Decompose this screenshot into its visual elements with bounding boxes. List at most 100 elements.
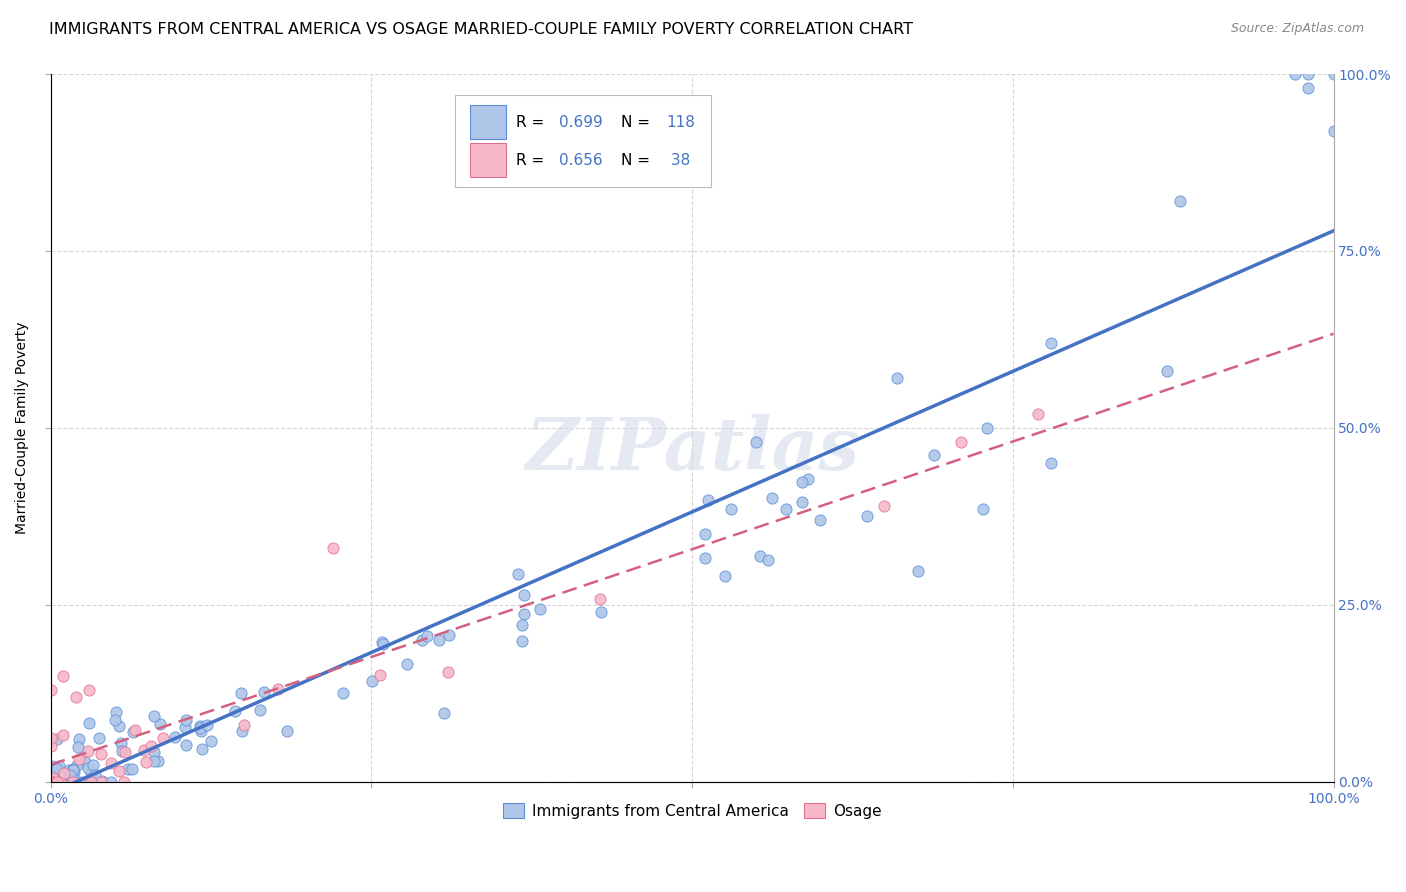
Point [114,745,136,759]
Point [510,618,533,632]
Point [176,738,198,752]
Point [46,762,69,776]
Point [190,723,212,738]
Point [152,731,174,746]
Point [122,724,145,739]
Point [65,690,87,704]
Point [39,767,62,781]
Point [77,744,100,758]
Point [371,637,394,651]
Point [907,565,929,579]
Point [104,705,127,719]
Point [231,723,253,738]
Point [77,774,100,789]
Point [58,768,80,782]
Point [253,685,276,699]
Point [42,763,65,777]
Point [142,754,165,768]
Point [90,774,112,789]
Point [62,764,84,778]
Point [855,509,877,524]
Point [1296,67,1319,81]
Point [67,739,90,754]
Point [1322,67,1344,81]
Point [41,774,63,789]
Point [114,774,136,789]
Point [922,448,945,462]
Point [512,607,534,622]
Text: 38: 38 [666,153,690,168]
Point [69,774,91,789]
Point [1156,364,1178,378]
Point [49,774,72,789]
Text: 0.656: 0.656 [558,153,602,168]
Point [693,526,716,541]
Point [104,713,127,727]
Point [100,774,122,789]
Point [41,774,63,789]
Point [39,774,62,789]
Point [52,668,75,682]
Point [66,758,89,772]
Point [48,774,70,789]
Point [39,731,62,746]
Point [322,541,344,556]
Text: IMMIGRANTS FROM CENTRAL AMERICA VS OSAGE MARRIED-COUPLE FAMILY POVERTY CORRELATI: IMMIGRANTS FROM CENTRAL AMERICA VS OSAGE… [49,22,914,37]
Point [174,720,197,734]
Point [191,741,214,756]
Point [972,502,994,516]
Point [437,665,460,679]
Text: Source: ZipAtlas.com: Source: ZipAtlas.com [1230,22,1364,36]
Point [39,774,62,789]
Point [693,551,716,566]
Point [249,703,271,717]
Point [745,435,768,450]
Point [188,722,211,736]
Point [589,592,612,607]
Point [976,421,998,435]
Point [91,773,114,788]
Point [121,762,143,776]
Point [52,728,75,742]
Point [146,754,169,768]
Point [79,716,101,731]
Point [1028,407,1050,421]
Point [433,706,456,720]
Point [46,732,69,747]
Point [232,718,254,732]
Point [135,755,157,769]
Point [510,633,533,648]
Point [111,744,134,758]
Y-axis label: Married-Couple Family Poverty: Married-Couple Family Poverty [15,322,30,534]
Point [361,673,384,688]
Point [132,742,155,756]
Text: N =: N = [621,115,655,129]
Point [149,717,172,731]
Point [53,774,76,789]
FancyBboxPatch shape [470,144,506,178]
Point [1040,456,1063,470]
Text: R =: R = [516,153,550,168]
Point [44,774,66,789]
Point [83,768,105,782]
Point [370,635,392,649]
Point [697,493,720,508]
Point [48,774,70,789]
Point [506,567,529,582]
Point [396,657,419,671]
Point [950,435,973,450]
Point [808,513,831,527]
Point [41,739,63,753]
Point [79,766,101,780]
Point [67,752,90,766]
Point [775,502,797,516]
Point [797,472,820,486]
Point [143,708,166,723]
Point [110,736,132,750]
Point [1040,335,1063,350]
Point [276,723,298,738]
Point [411,632,433,647]
Point [62,764,84,779]
Text: 0.699: 0.699 [558,115,602,129]
Point [48,759,70,773]
